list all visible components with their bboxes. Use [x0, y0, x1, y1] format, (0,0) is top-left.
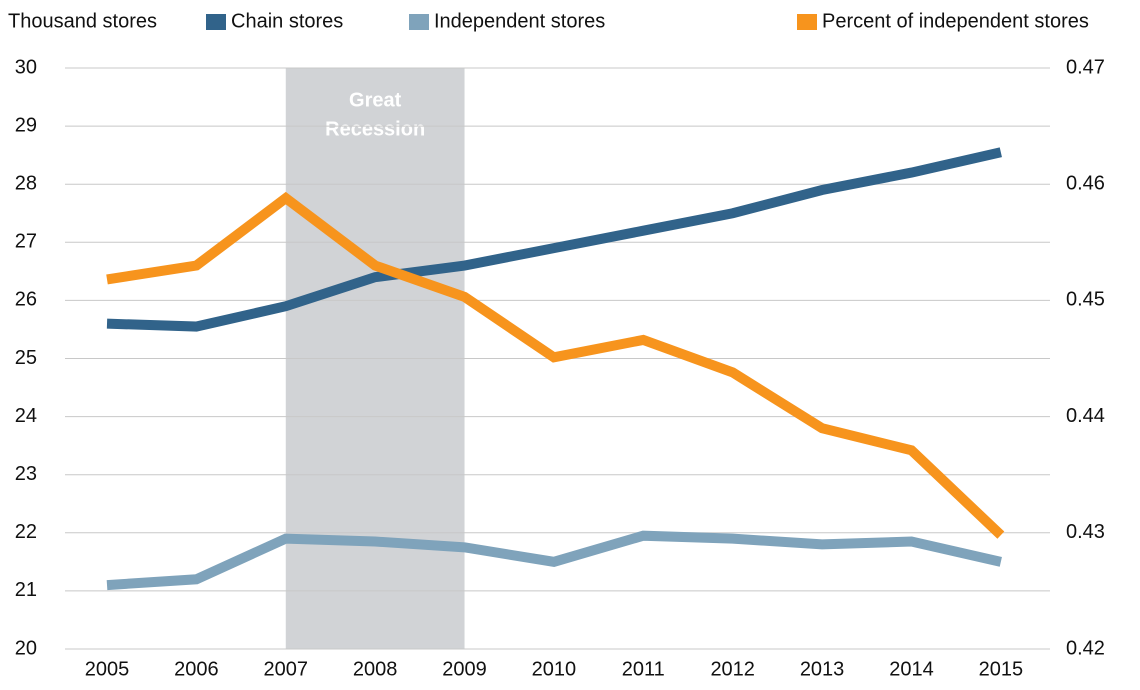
- x-tick-label: 2012: [710, 658, 755, 680]
- y-tick-label: 22: [15, 521, 37, 543]
- line-series: [106, 530, 1002, 591]
- legend-swatch: [206, 14, 226, 30]
- y-tick-label: 26: [15, 289, 37, 311]
- y-tick-label: 24: [15, 405, 37, 427]
- y2-tick-label: 0.45: [1066, 289, 1105, 311]
- line-series: [106, 191, 1005, 539]
- x-tick-label: 2006: [174, 658, 219, 680]
- y-tick-label: 30: [15, 56, 37, 78]
- y2-tick-label: 0.44: [1066, 405, 1105, 427]
- y2-tick-label: 0.43: [1066, 521, 1105, 543]
- y-tick-label: 23: [15, 463, 37, 485]
- y-tick-label: 20: [15, 637, 37, 659]
- legend-label: Independent stores: [434, 10, 605, 32]
- legend-label: Chain stores: [231, 10, 343, 32]
- y2-tick-label: 0.46: [1066, 172, 1105, 194]
- y-tick-label: 28: [15, 172, 37, 194]
- annotation: Recession: [325, 118, 425, 140]
- x-tick-label: 2013: [800, 658, 845, 680]
- y2-tick-label: 0.47: [1066, 56, 1105, 78]
- x-tick-label: 2005: [85, 658, 130, 680]
- x-tick-label: 2011: [622, 658, 665, 680]
- line-series: [106, 147, 1002, 332]
- x-tick-label: 2010: [532, 658, 577, 680]
- legend-swatch: [409, 14, 429, 30]
- y-tick-label: 25: [15, 347, 37, 369]
- x-tick-label: 2009: [442, 658, 487, 680]
- x-tick-label: 2008: [353, 658, 398, 680]
- x-tick-label: 2014: [889, 658, 934, 680]
- x-tick-label: 2015: [979, 658, 1024, 680]
- legend-swatch: [797, 14, 817, 30]
- y2-tick-label: 0.42: [1066, 637, 1105, 659]
- x-tick-label: 2007: [264, 658, 309, 680]
- annotation: Great: [349, 89, 402, 111]
- y-tick-label: 29: [15, 114, 37, 136]
- y-tick-label: 27: [15, 231, 37, 253]
- legend-label: Percent of independent stores: [822, 10, 1089, 32]
- y-axis-label: Thousand stores: [8, 10, 157, 32]
- y-tick-label: 21: [15, 579, 37, 601]
